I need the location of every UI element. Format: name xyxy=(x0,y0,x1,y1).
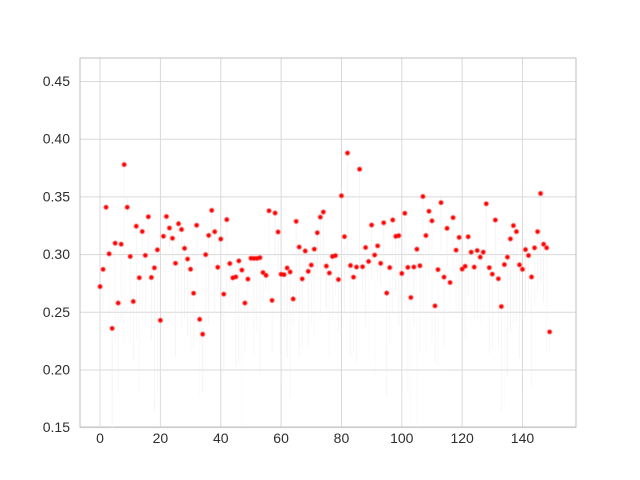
svg-text:0.25: 0.25 xyxy=(43,304,70,320)
svg-text:120: 120 xyxy=(450,430,474,446)
svg-text:0.40: 0.40 xyxy=(43,131,70,147)
svg-text:0.35: 0.35 xyxy=(43,188,70,204)
svg-text:140: 140 xyxy=(511,430,535,446)
svg-text:0.15: 0.15 xyxy=(43,419,70,435)
svg-text:40: 40 xyxy=(213,430,229,446)
svg-text:0: 0 xyxy=(96,430,104,446)
svg-text:0.30: 0.30 xyxy=(43,246,70,262)
svg-text:100: 100 xyxy=(390,430,414,446)
svg-text:20: 20 xyxy=(153,430,169,446)
svg-text:60: 60 xyxy=(273,430,289,446)
svg-text:0.20: 0.20 xyxy=(43,361,70,377)
svg-text:0.45: 0.45 xyxy=(43,73,70,89)
svg-text:80: 80 xyxy=(334,430,350,446)
